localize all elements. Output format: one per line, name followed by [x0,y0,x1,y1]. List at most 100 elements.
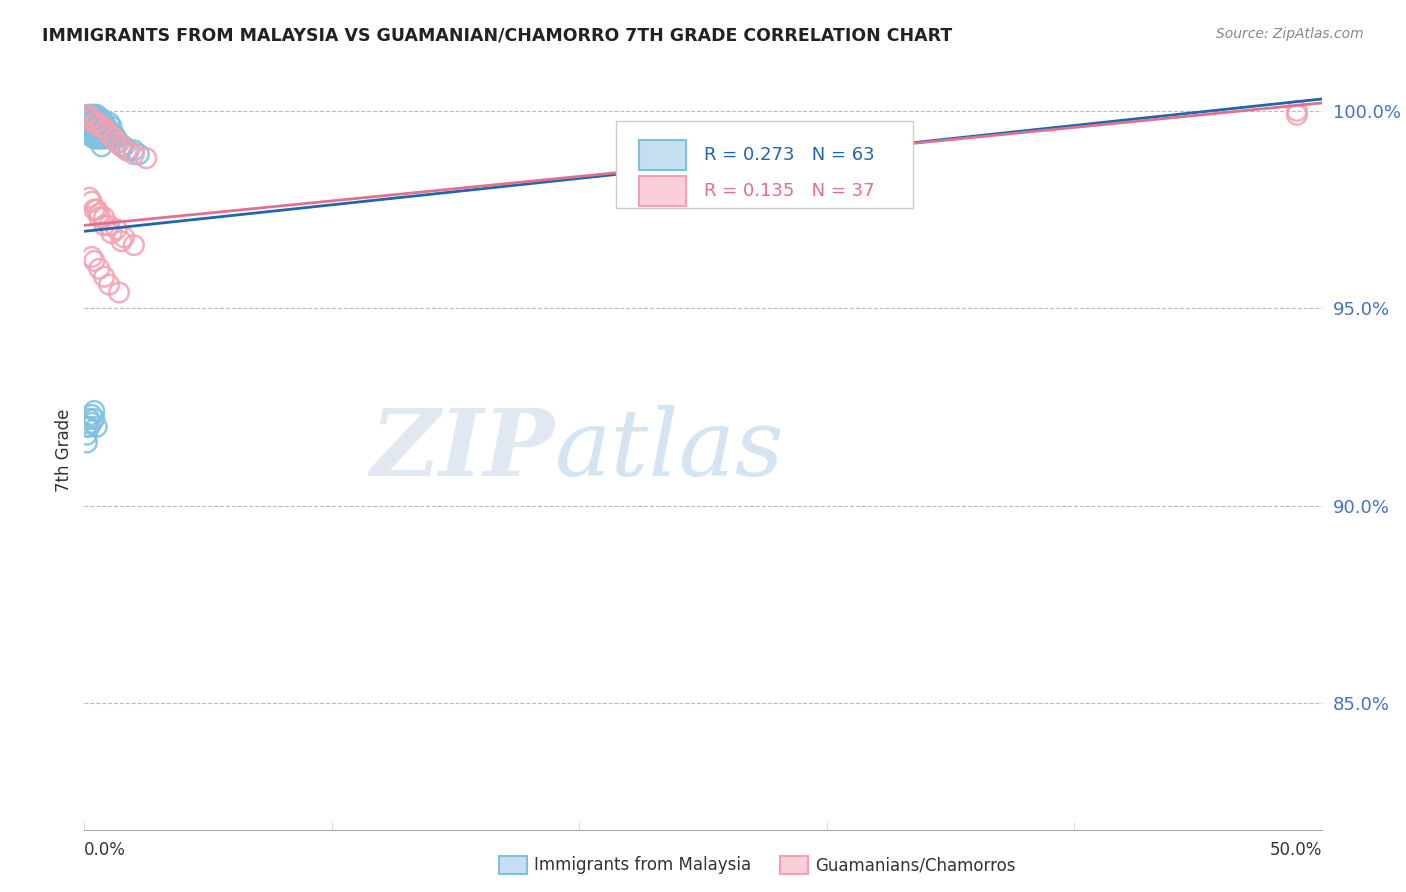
Point [100,131,122,145]
Point [80,112,103,126]
Text: Immigrants from Malaysia: Immigrants from Malaysia [534,856,751,874]
Point [80,416,103,430]
Point [103,128,125,142]
Point [96,123,118,137]
Point [122,144,145,158]
Point [100,120,122,134]
Point [80,250,103,264]
Point [93,219,115,233]
Point [79,120,101,134]
Point [90,112,112,126]
Point [79,112,101,126]
Point [1285,103,1308,118]
Point [98,277,121,292]
Text: IMMIGRANTS FROM MALAYSIA VS GUAMANIAN/CHAMORRO 7TH GRADE CORRELATION CHART: IMMIGRANTS FROM MALAYSIA VS GUAMANIAN/CH… [42,27,952,45]
Point [112,230,135,244]
Point [79,419,101,434]
Point [110,139,132,153]
Point [76,128,98,142]
Point [86,120,108,134]
Point [80,112,103,126]
Point [86,108,108,122]
Point [89,112,111,126]
Point [122,238,145,252]
Point [86,131,108,145]
Point [79,112,101,126]
Point [89,131,111,145]
Point [86,128,108,142]
Point [1285,108,1308,122]
Text: 0.0%: 0.0% [84,841,127,859]
Point [80,123,103,137]
Point [98,219,121,233]
Y-axis label: 7th Grade: 7th Grade [55,409,73,492]
Point [100,227,122,241]
Point [89,116,111,130]
Point [83,120,105,134]
Point [76,435,98,450]
Point [96,120,118,134]
Point [80,116,103,130]
Point [76,108,98,122]
Point [90,131,112,145]
Point [83,253,105,268]
Text: Source: ZipAtlas.com: Source: ZipAtlas.com [1216,27,1364,41]
Point [105,222,128,236]
Point [89,211,111,225]
Point [105,131,128,145]
Text: R = 0.135   N = 37: R = 0.135 N = 37 [704,182,875,200]
Point [108,285,131,300]
Point [76,116,98,130]
Point [79,123,101,137]
Point [89,120,111,134]
Text: R = 0.273   N = 63: R = 0.273 N = 63 [704,145,875,164]
Point [90,139,112,153]
Point [83,128,105,142]
Point [98,131,121,145]
Point [83,108,105,122]
Point [110,234,132,248]
Point [90,123,112,137]
Point [98,116,121,130]
Point [122,147,145,161]
Point [76,120,98,134]
Point [80,408,103,422]
Point [98,123,121,137]
Point [89,123,111,137]
Point [83,131,105,145]
Point [98,128,121,142]
Point [86,419,108,434]
Point [103,131,125,145]
Point [83,116,105,130]
Point [128,147,150,161]
Text: ZIP: ZIP [370,406,554,495]
Point [96,128,118,142]
Point [76,112,98,126]
Point [86,202,108,217]
Point [83,116,105,130]
Point [79,108,101,122]
Point [90,120,112,134]
Point [93,131,115,145]
Point [108,136,131,150]
Point [135,151,157,165]
Point [76,419,98,434]
Point [105,136,128,150]
Text: 50.0%: 50.0% [1270,841,1322,859]
Point [93,211,115,225]
Point [79,191,101,205]
Point [83,412,105,426]
Point [90,116,112,130]
FancyBboxPatch shape [616,120,914,208]
Point [93,116,115,130]
Point [80,194,103,209]
Point [86,112,108,126]
Point [83,404,105,418]
Point [80,120,103,134]
Bar [638,176,686,206]
Point [80,108,103,122]
Point [93,269,115,284]
Text: atlas: atlas [554,406,785,495]
Text: Guamanians/Chamorros: Guamanians/Chamorros [815,856,1017,874]
Point [110,139,132,153]
